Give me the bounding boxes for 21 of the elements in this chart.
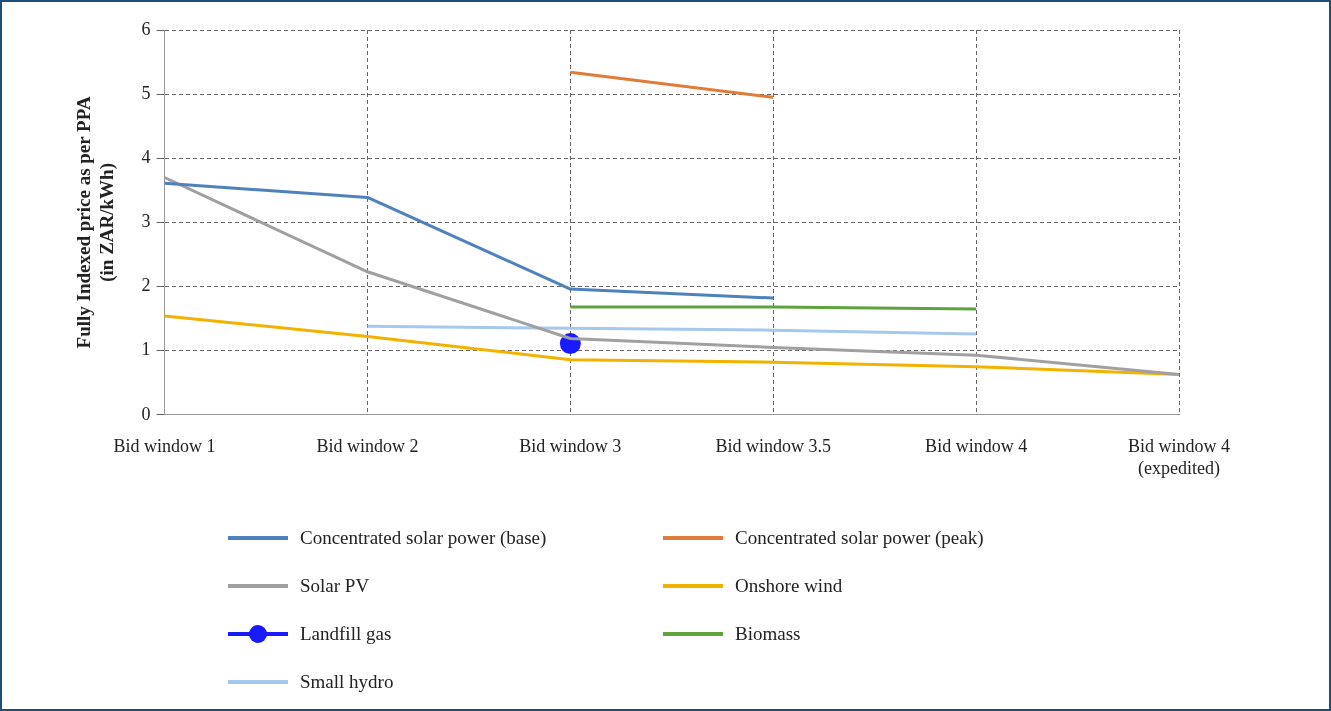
y-tick-label: 0: [141, 403, 151, 424]
x-tick-label: Bid window 3.5: [715, 436, 831, 457]
x-tick-label: Bid window 4 (expedited): [1127, 436, 1231, 479]
y-tick-label: 2: [141, 275, 151, 296]
legend-label: Concentrated solar power (base): [300, 527, 547, 549]
y-tick-label: 1: [141, 339, 151, 360]
x-tick-label: Bid window 1: [113, 436, 216, 457]
legend-label: Biomass: [735, 623, 801, 645]
legend-label: Landfill gas: [300, 623, 392, 645]
y-tick-label: 4: [141, 147, 151, 167]
y-axis-title: Fully Indexed price as per PPA (in ZAR/kWh): [73, 96, 119, 349]
x-tick-label: Bid window 4: [925, 436, 1028, 457]
legend-label: Concentrated solar power (peak): [735, 527, 984, 549]
legend-label: Onshore wind: [735, 575, 843, 597]
x-tick-label: Bid window 3: [519, 436, 622, 457]
y-tick-label: 3: [141, 211, 151, 232]
y-tick-label: 5: [141, 82, 151, 103]
legend-label: Small hydro: [300, 671, 394, 693]
legend-label: Solar PV: [300, 575, 370, 597]
x-tick-label: Bid window 2: [316, 436, 419, 457]
y-tick-label: 6: [141, 18, 151, 39]
